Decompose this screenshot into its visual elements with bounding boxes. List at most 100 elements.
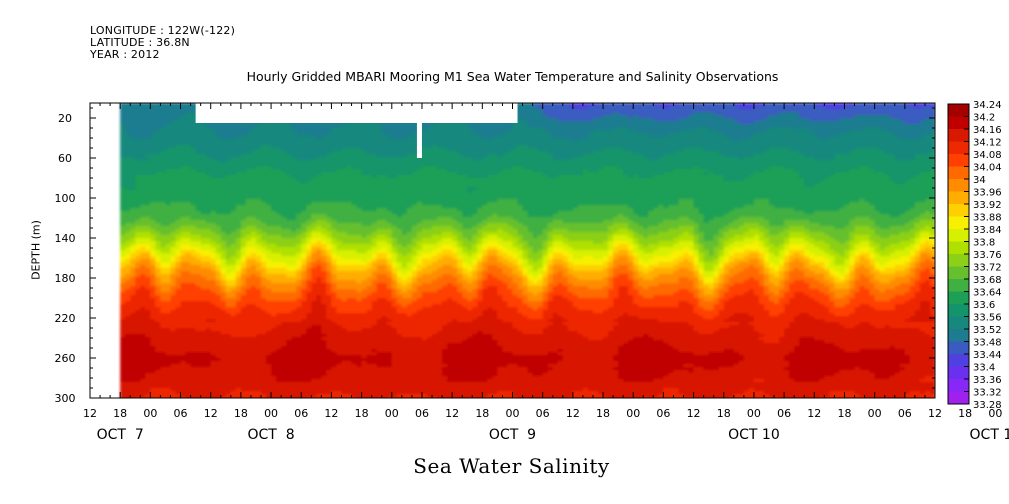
- salinity-cell: [170, 181, 177, 185]
- salinity-cell: [220, 334, 227, 338]
- salinity-cell: [200, 385, 207, 389]
- salinity-cell: [250, 304, 257, 308]
- salinity-cell: [190, 199, 197, 203]
- salinity-cell: [135, 226, 141, 230]
- salinity-cell: [150, 211, 156, 215]
- salinity-cell: [150, 103, 156, 107]
- salinity-cell: [160, 217, 167, 221]
- salinity-field: [120, 103, 935, 398]
- salinity-cell: [190, 217, 197, 221]
- salinity-cell: [155, 376, 162, 380]
- salinity-cell: [220, 361, 227, 365]
- salinity-cell: [245, 340, 252, 344]
- salinity-cell: [255, 178, 262, 182]
- salinity-cell: [245, 238, 252, 242]
- salinity-cell: [200, 355, 207, 359]
- salinity-cell: [150, 226, 156, 230]
- salinity-cell: [170, 238, 177, 242]
- salinity-cell: [230, 208, 237, 212]
- salinity-cell: [255, 262, 262, 266]
- salinity-cell: [150, 358, 156, 362]
- salinity-cell: [145, 130, 151, 134]
- salinity-cell: [220, 316, 227, 320]
- salinity-cell: [210, 157, 217, 161]
- salinity-cell: [120, 154, 126, 158]
- salinity-cell: [170, 268, 177, 272]
- salinity-cell: [150, 166, 156, 170]
- salinity-cell: [230, 172, 237, 176]
- salinity-cell: [235, 325, 242, 329]
- salinity-cell: [200, 274, 207, 278]
- salinity-cell: [150, 271, 156, 275]
- salinity-cell: [125, 220, 131, 224]
- salinity-cell: [145, 166, 151, 170]
- salinity-cell: [175, 169, 182, 173]
- salinity-cell: [245, 256, 252, 260]
- salinity-cell: [235, 169, 242, 173]
- salinity-cell: [185, 235, 192, 239]
- salinity-cell: [250, 241, 257, 245]
- salinity-cell: [125, 331, 131, 335]
- salinity-cell: [150, 214, 156, 218]
- salinity-cell: [200, 130, 207, 134]
- salinity-cell: [160, 130, 167, 134]
- salinity-cell: [240, 280, 247, 284]
- salinity-cell: [240, 367, 247, 371]
- salinity-cell: [255, 337, 262, 341]
- salinity-cell: [250, 265, 257, 269]
- salinity-cell: [150, 382, 156, 386]
- salinity-cell: [120, 283, 126, 287]
- salinity-cell: [190, 124, 197, 128]
- salinity-cell: [195, 166, 202, 170]
- salinity-cell: [145, 376, 151, 380]
- salinity-cell: [255, 298, 262, 302]
- salinity-cell: [230, 253, 237, 257]
- salinity-cell: [130, 217, 136, 221]
- salinity-cell: [130, 319, 136, 323]
- salinity-cell: [185, 157, 192, 161]
- salinity-cell: [165, 163, 172, 167]
- salinity-cell: [160, 253, 167, 257]
- salinity-cell: [125, 211, 131, 215]
- salinity-cell: [165, 274, 172, 278]
- salinity-cell: [255, 220, 262, 224]
- salinity-cell: [210, 271, 217, 275]
- salinity-cell: [140, 292, 146, 296]
- salinity-cell: [150, 247, 156, 251]
- salinity-cell: [125, 391, 131, 395]
- salinity-cell: [140, 298, 146, 302]
- salinity-cell: [225, 175, 232, 179]
- salinity-cell: [150, 340, 156, 344]
- salinity-cell: [215, 187, 222, 191]
- salinity-cell: [175, 283, 182, 287]
- salinity-cell: [250, 229, 257, 233]
- salinity-cell: [205, 124, 212, 128]
- salinity-cell: [220, 355, 227, 359]
- salinity-cell: [160, 388, 167, 392]
- salinity-cell: [266, 145, 272, 149]
- salinity-cell: [255, 394, 262, 398]
- salinity-cell: [170, 160, 177, 164]
- salinity-cell: [245, 346, 252, 350]
- salinity-cell: [245, 388, 252, 392]
- salinity-cell: [180, 223, 187, 227]
- salinity-cell: [190, 289, 197, 293]
- salinity-cell: [130, 175, 136, 179]
- salinity-cell: [220, 166, 227, 170]
- salinity-cell: [230, 142, 237, 146]
- salinity-cell: [195, 253, 202, 257]
- salinity-cell: [200, 253, 207, 257]
- salinity-cell: [155, 184, 162, 188]
- salinity-cell: [205, 280, 212, 284]
- salinity-cell: [235, 166, 242, 170]
- salinity-cell: [155, 223, 162, 227]
- salinity-cell: [125, 130, 131, 134]
- salinity-cell: [250, 184, 257, 188]
- salinity-cell: [261, 196, 267, 200]
- salinity-cell: [225, 364, 232, 368]
- salinity-cell: [140, 130, 146, 134]
- salinity-cell: [235, 271, 242, 275]
- salinity-cell: [150, 136, 156, 140]
- salinity-cell: [250, 253, 257, 257]
- salinity-cell: [261, 199, 267, 203]
